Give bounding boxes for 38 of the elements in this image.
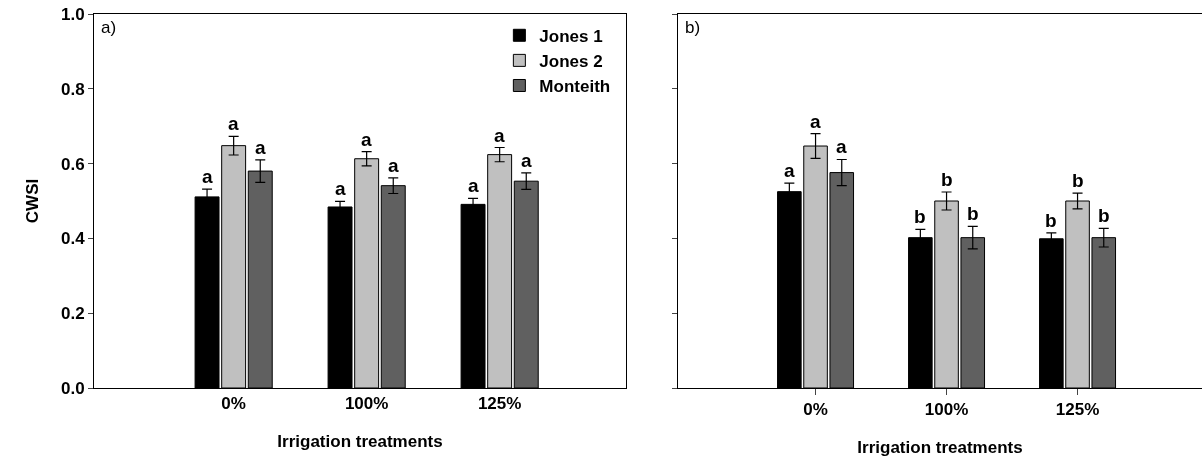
data-label: a [810, 111, 821, 132]
y-tick-label: 0.6 [60, 154, 85, 174]
annotation: a) [101, 18, 117, 37]
y-tick-label: 1.0 [60, 4, 85, 24]
y-tick-label: 0.8 [60, 79, 85, 99]
data-label: b [914, 206, 926, 227]
legend-label: Monteith [539, 77, 611, 97]
x-tick-label: 125% [1055, 400, 1100, 420]
data-label: b [1098, 205, 1110, 226]
data-label: a [335, 178, 346, 199]
data-label: b [1072, 170, 1084, 191]
y-tick-label: 0.0 [60, 378, 85, 398]
data-label: b [941, 169, 953, 190]
x-tick-label: 100% [924, 400, 969, 420]
data-label: a [361, 129, 372, 150]
data-label: a [202, 166, 213, 187]
y-tick-label: 0.4 [60, 229, 86, 249]
x-axis-title: Irrigation treatments [857, 437, 1023, 457]
data-label: a [228, 113, 239, 134]
x-tick-label: 125% [477, 394, 522, 414]
x-tick-label: 0% [221, 394, 246, 414]
data-label: a [468, 175, 479, 196]
x-axis-title: Irrigation treatments [277, 431, 443, 451]
data-label: b [1045, 210, 1057, 231]
y-tick-label: 0.2 [60, 304, 85, 324]
legend-label: Jones 2 [539, 52, 603, 72]
data-label: a [388, 155, 399, 176]
data-label: a [255, 137, 266, 158]
y-axis-title: CWSI [22, 178, 42, 224]
annotation: b) [685, 18, 701, 37]
data-label: a [494, 125, 505, 146]
x-tick-label: 0% [803, 400, 828, 420]
data-label: a [784, 160, 795, 181]
x-tick-label: 100% [344, 394, 389, 414]
data-label: a [836, 136, 847, 157]
legend-label: Jones 1 [539, 26, 603, 46]
data-label: a [521, 150, 532, 171]
data-label: b [967, 203, 979, 224]
